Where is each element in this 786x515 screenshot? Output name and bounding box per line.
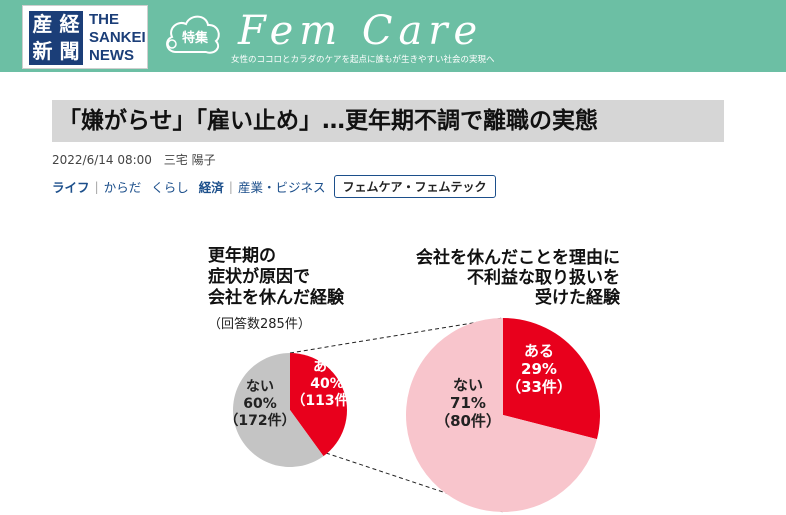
- feature-badge[interactable]: 特集: [162, 8, 224, 62]
- slice-percent: 40%: [310, 376, 344, 392]
- left-chart-subtitle: （回答数285件）: [208, 317, 311, 332]
- logo-kanji-char: 聞: [59, 39, 80, 63]
- pie-slice-yes: [503, 318, 601, 440]
- logo-wordmark: THE SANKEI NEWS: [89, 11, 146, 65]
- slice-count: （33件）: [506, 378, 572, 396]
- category-life[interactable]: ライフ: [52, 180, 90, 195]
- cloud-icon: [166, 15, 220, 54]
- category-body[interactable]: からだ: [103, 180, 142, 195]
- slice-percent: 29%: [521, 360, 557, 378]
- feature-tag-femcare[interactable]: フェムケア・フェムテック: [333, 175, 496, 198]
- left-chart-title: 更年期の 症状が原因で 会社を休んだ経験: [208, 246, 344, 308]
- slice-percent: 71%: [450, 394, 486, 412]
- category-separator: |: [94, 179, 99, 194]
- slice-label: ない: [453, 376, 483, 394]
- slice-label: ある: [524, 342, 554, 360]
- category-industry-business[interactable]: 産業・ビジネス: [238, 180, 326, 195]
- logo-word: SANKEI: [89, 29, 146, 46]
- slice-label: ない: [246, 379, 274, 395]
- sankei-logo[interactable]: 産 経 新 聞 THE SANKEI NEWS: [22, 5, 148, 69]
- slice-count: （172件）: [224, 412, 295, 429]
- right-chart-title: 会社を休んだことを理由に 不利益な取り扱いを 受けた経験: [416, 248, 620, 308]
- slice-percent: 60%: [243, 396, 277, 412]
- article-headline: 「嫌がらせ」「雇い止め」…更年期不調で離職の実態: [52, 100, 724, 142]
- logo-kanji-mark: 産 経 新 聞: [29, 11, 83, 65]
- pie-slice-no: [233, 353, 324, 467]
- category-living[interactable]: くらし: [151, 180, 189, 195]
- logo-word: NEWS: [89, 47, 134, 64]
- author-name[interactable]: 三宅 陽子: [163, 153, 216, 167]
- logo-kanji-char: 経: [59, 12, 80, 36]
- category-economy[interactable]: 経済: [198, 180, 224, 195]
- logo-kanji-char: 新: [32, 39, 53, 63]
- section-title[interactable]: Fem Care: [238, 8, 484, 54]
- slice-count: （80件）: [435, 412, 501, 430]
- section-tagline: 女性のココロとカラダのケアを起点に誰もが生きやすい社会の実現へ: [231, 55, 495, 65]
- chart-infographic: 更年期の 症状が原因で 会社を休んだ経験 （回答数285件） 会社を休んだことを理由…: [0, 225, 786, 515]
- feature-label: 特集: [182, 31, 209, 46]
- logo-kanji-char: 産: [32, 12, 53, 36]
- article-meta: 2022/6/14 08:00 三宅 陽子: [52, 151, 224, 168]
- slice-count: （113件）: [291, 392, 362, 409]
- category-list: ライフ | からだ くらし 経済 | 産業・ビジネス フェムケア・フェムテック: [52, 175, 496, 198]
- category-separator: |: [228, 179, 233, 194]
- logo-word: THE: [89, 11, 119, 28]
- pie-slice-no: [405, 318, 597, 512]
- slice-label: ある: [313, 359, 341, 375]
- publish-date: 2022/6/14 08:00: [52, 153, 152, 167]
- pie-slice-yes: [290, 353, 348, 457]
- connector-line-top: [289, 317, 504, 354]
- site-banner: 産 経 新 聞 THE SANKEI NEWS 特集 Fem Care 女性のコ…: [0, 0, 786, 72]
